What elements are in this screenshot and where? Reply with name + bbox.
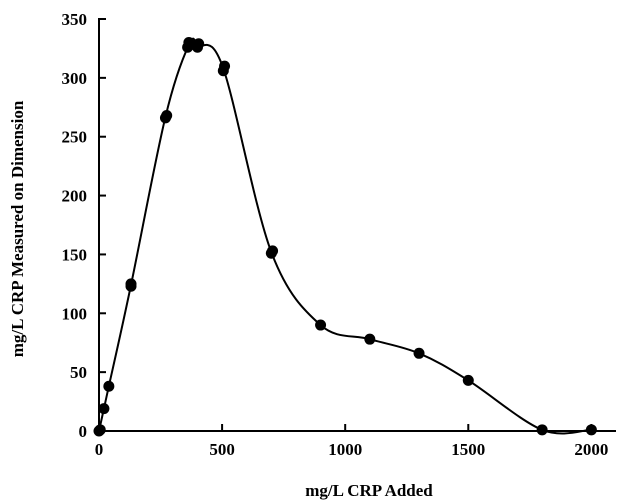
y-tick-label: 300: [62, 69, 88, 88]
fit-curve-line: [98, 37, 592, 435]
y-tick-label: 150: [62, 245, 88, 264]
y-tick-label: 250: [62, 128, 88, 147]
data-point: [161, 110, 173, 122]
x-tick-label: 1500: [451, 440, 485, 459]
data-point: [462, 374, 474, 386]
data-point: [98, 403, 110, 415]
data-point: [413, 347, 425, 359]
data-point: [103, 380, 115, 392]
y-axis-title: mg/L CRP Measured on Dimension: [8, 100, 27, 357]
x-tick-label: 0: [95, 440, 104, 459]
data-point: [364, 333, 376, 345]
data-points: [93, 37, 597, 437]
y-axis: 0 50 100 150 200 250 300 350: [62, 10, 106, 441]
data-point: [125, 278, 137, 290]
y-tick-label: 100: [62, 304, 88, 323]
data-point: [193, 38, 205, 50]
x-axis-title: mg/L CRP Added: [305, 481, 433, 500]
data-point: [585, 424, 597, 436]
y-tick-label: 0: [79, 422, 88, 441]
y-tick-label: 200: [62, 187, 88, 206]
data-point: [536, 424, 548, 436]
x-tick-label: 1000: [328, 440, 362, 459]
x-tick-label: 2000: [574, 440, 608, 459]
x-tick-label: 500: [209, 440, 235, 459]
data-point: [267, 245, 279, 257]
y-tick-label: 350: [62, 10, 88, 29]
data-point: [315, 319, 327, 331]
y-tick-label: 50: [70, 363, 87, 382]
data-point: [183, 37, 195, 49]
data-point: [219, 60, 231, 72]
data-point: [94, 424, 106, 436]
x-axis: 0 500 1000 1500 2000: [95, 424, 616, 459]
